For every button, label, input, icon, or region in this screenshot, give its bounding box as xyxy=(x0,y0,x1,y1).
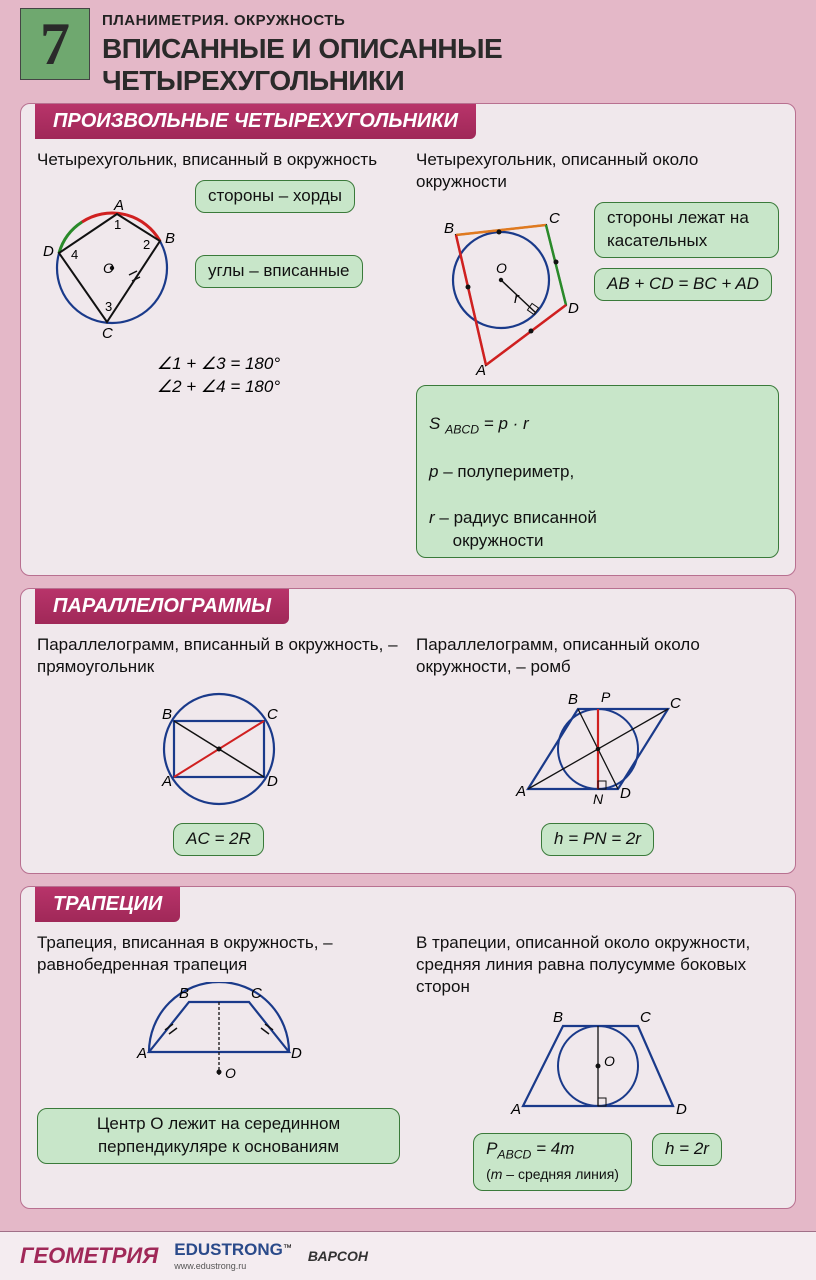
pill-h-2r: h = 2r xyxy=(652,1133,722,1166)
svg-text:C: C xyxy=(251,985,262,1002)
diagram-trap-around-circle: O A B C D xyxy=(416,1004,779,1124)
svg-text:O: O xyxy=(604,1053,615,1069)
subheading: Четырехугольник, вписанный в окружность xyxy=(37,149,400,171)
section-body: Трапеция, вписанная в окружность, – равн… xyxy=(21,922,795,1208)
svg-text:D: D xyxy=(267,773,278,790)
pill-area-formula: S ABCD = p · r p – полупериметр, r – рад… xyxy=(416,385,779,558)
svg-text:4: 4 xyxy=(71,247,78,262)
pill-side-sum: AB + CD = BC + AD xyxy=(594,268,772,301)
diagram-rhombus-around-circle: A B C D P N xyxy=(416,684,779,814)
svg-text:A: A xyxy=(475,362,486,375)
pill-ac-2r: AC = 2R xyxy=(173,823,264,856)
svg-text:B: B xyxy=(179,985,189,1002)
footer-geometry: ГЕОМЕТРИЯ xyxy=(20,1243,158,1269)
svg-text:O: O xyxy=(103,260,114,276)
section-title: ТРАПЕЦИИ xyxy=(35,887,180,922)
svg-text:B: B xyxy=(568,691,578,708)
footer-varson: ВАРСОН xyxy=(308,1248,368,1264)
diagram-iso-trap-in-circle: O A B C D xyxy=(37,982,400,1102)
formula-line: ∠2 + ∠4 = 180° xyxy=(37,376,400,399)
col-left: Параллелограмм, вписанный в окружность, … xyxy=(37,634,400,859)
svg-text:r: r xyxy=(514,290,520,307)
svg-text:C: C xyxy=(267,706,278,723)
pill-center-perp: Центр O лежит на серединном перпендикуля… xyxy=(37,1108,400,1164)
svg-text:C: C xyxy=(640,1009,651,1026)
main-title: ВПИСАННЫЕ И ОПИСАННЫЕ ЧЕТЫРЕХУГОЛЬНИКИ xyxy=(102,33,796,97)
section-body: Параллелограмм, вписанный в окружность, … xyxy=(21,624,795,873)
subheading: Параллелограмм, вписанный в окружность, … xyxy=(37,634,400,678)
svg-text:B: B xyxy=(444,220,454,237)
pill-perimeter-4m: PABCD = 4m (m – средняя линия) xyxy=(473,1133,632,1191)
subheading: Четырехугольник, описанный около окружно… xyxy=(416,149,779,193)
svg-text:3: 3 xyxy=(105,299,112,314)
angle-formulas: ∠1 + ∠3 = 180° ∠2 + ∠4 = 180° xyxy=(37,353,400,399)
svg-text:P: P xyxy=(601,689,611,705)
svg-text:O: O xyxy=(496,260,507,276)
svg-text:C: C xyxy=(549,210,560,227)
content: ПРОИЗВОЛЬНЫЕ ЧЕТЫРЕХУГОЛЬНИКИ Четырехуго… xyxy=(0,97,816,1231)
svg-text:D: D xyxy=(568,300,579,317)
svg-text:A: A xyxy=(136,1045,147,1062)
pill-tangent-sides: стороны лежат на касательных xyxy=(594,202,779,258)
subheading: В трапеции, описанной около окружности, … xyxy=(416,932,779,998)
footer: ГЕОМЕТРИЯ EDUSTRONG™ www.edustrong.ru ВА… xyxy=(0,1231,816,1280)
svg-text:O: O xyxy=(225,1065,236,1081)
svg-text:A: A xyxy=(515,783,526,800)
svg-text:A: A xyxy=(113,197,124,214)
page: 7 ПЛАНИМЕТРИЯ. ОКРУЖНОСТЬ ВПИСАННЫЕ И ОП… xyxy=(0,0,816,1280)
pill-angles-inscribed: углы – вписанные xyxy=(195,255,363,288)
col-right: Четырехугольник, описанный около окружно… xyxy=(416,149,779,561)
formula-line: ∠1 + ∠3 = 180° xyxy=(37,353,400,376)
svg-text:A: A xyxy=(510,1101,521,1118)
diagram-rect-in-circle: B C A D xyxy=(37,684,400,814)
section-trapezoids: ТРАПЕЦИИ Трапеция, вписанная в окружност… xyxy=(20,886,796,1209)
col-right: В трапеции, описанной около окружности, … xyxy=(416,932,779,1194)
pill-sides-chords: стороны – хорды xyxy=(195,180,355,213)
header: 7 ПЛАНИМЕТРИЯ. ОКРУЖНОСТЬ ВПИСАННЫЕ И ОП… xyxy=(0,0,816,97)
section-body: Четырехугольник, вписанный в окружность xyxy=(21,139,795,575)
diagram-circumscribed-quad: O r B C D A xyxy=(416,205,586,375)
section-parallelograms: ПАРАЛЛЕЛОГРАММЫ Параллелограмм, вписанны… xyxy=(20,588,796,874)
svg-text:D: D xyxy=(620,785,631,802)
section-arbitrary: ПРОИЗВОЛЬНЫЕ ЧЕТЫРЕХУГОЛЬНИКИ Четырехуго… xyxy=(20,103,796,576)
svg-text:D: D xyxy=(291,1045,302,1062)
svg-text:D: D xyxy=(676,1101,687,1118)
svg-text:1: 1 xyxy=(114,217,121,232)
svg-text:B: B xyxy=(162,706,172,723)
subheading: Параллелограмм, описанный около окружнос… xyxy=(416,634,779,678)
svg-text:B: B xyxy=(553,1009,563,1026)
col-left: Трапеция, вписанная в окружность, – равн… xyxy=(37,932,400,1194)
diagram-inscribed-quad: O A B C D 1 2 3 4 xyxy=(37,183,187,343)
svg-text:B: B xyxy=(165,230,175,247)
svg-text:C: C xyxy=(670,695,681,712)
col-left: Четырехугольник, вписанный в окружность xyxy=(37,149,400,561)
svg-text:2: 2 xyxy=(143,237,150,252)
svg-text:N: N xyxy=(593,791,604,807)
section-title: ПАРАЛЛЕЛОГРАММЫ xyxy=(35,589,289,624)
footer-edustrong: EDUSTRONG™ www.edustrong.ru xyxy=(174,1240,292,1272)
pill-h-pn-2r: h = PN = 2r xyxy=(541,823,654,856)
svg-text:D: D xyxy=(43,243,54,260)
page-number: 7 xyxy=(20,8,90,80)
svg-text:A: A xyxy=(161,773,172,790)
subheading: Трапеция, вписанная в окружность, – равн… xyxy=(37,932,400,976)
section-title: ПРОИЗВОЛЬНЫЕ ЧЕТЫРЕХУГОЛЬНИКИ xyxy=(35,104,476,139)
svg-text:C: C xyxy=(102,325,113,342)
col-right: Параллелограмм, описанный около окружнос… xyxy=(416,634,779,859)
category-label: ПЛАНИМЕТРИЯ. ОКРУЖНОСТЬ xyxy=(102,12,796,29)
header-text: ПЛАНИМЕТРИЯ. ОКРУЖНОСТЬ ВПИСАННЫЕ И ОПИС… xyxy=(102,8,796,97)
